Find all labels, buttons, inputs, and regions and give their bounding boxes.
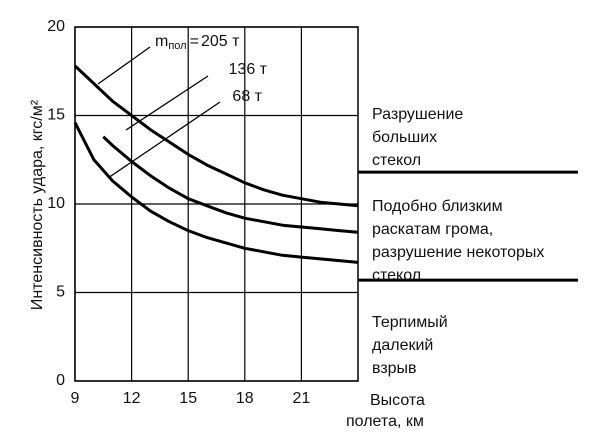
y-tick-label: 20 — [47, 18, 65, 35]
prefix-subscript: пол — [168, 40, 186, 52]
prefix-symbol: m — [155, 33, 168, 50]
y-tick-label: 15 — [47, 107, 65, 124]
leader-line — [97, 46, 151, 85]
x-tick-label: 15 — [179, 390, 197, 407]
y-tick-label: 0 — [56, 372, 65, 389]
series-line — [73, 121, 359, 264]
x-axis-label: полета, км — [346, 413, 424, 430]
zone-label: Подобно близким — [372, 198, 503, 215]
leader-line — [125, 75, 209, 131]
plot-frame — [74, 26, 359, 382]
x-tick-label: 21 — [293, 390, 311, 407]
zone-label: взрыв — [372, 360, 417, 377]
zone-label: стекол — [372, 267, 421, 284]
series-line — [73, 64, 359, 208]
leader-line — [107, 101, 221, 179]
zone-label: разрушение некоторых — [372, 244, 544, 261]
zone-label: больших — [372, 129, 437, 146]
series-label: 136 т — [229, 61, 268, 78]
x-tick-label: 9 — [71, 390, 80, 407]
y-axis-label: Интенсивность удара, кгс/м² — [29, 99, 46, 310]
zone-label: Терпимый — [372, 314, 448, 331]
y-tick-label: 10 — [47, 195, 65, 212]
x-axis-label: Высота — [370, 392, 425, 409]
x-tick-label: 12 — [123, 390, 141, 407]
series-label: 68 т — [232, 88, 262, 105]
prefix-sign: = — [190, 33, 199, 50]
x-tick-label: 18 — [236, 390, 254, 407]
series-label: 205 т — [201, 33, 240, 50]
zone-label: раскатам грома, — [372, 221, 493, 238]
zone-label: стекол — [372, 152, 421, 169]
series-line — [102, 135, 359, 234]
y-tick-label: 5 — [56, 284, 65, 301]
legend-prefix: mпол = — [155, 33, 199, 52]
zone-label: Разрушение — [372, 106, 463, 123]
zone-label: далекий — [372, 337, 433, 354]
